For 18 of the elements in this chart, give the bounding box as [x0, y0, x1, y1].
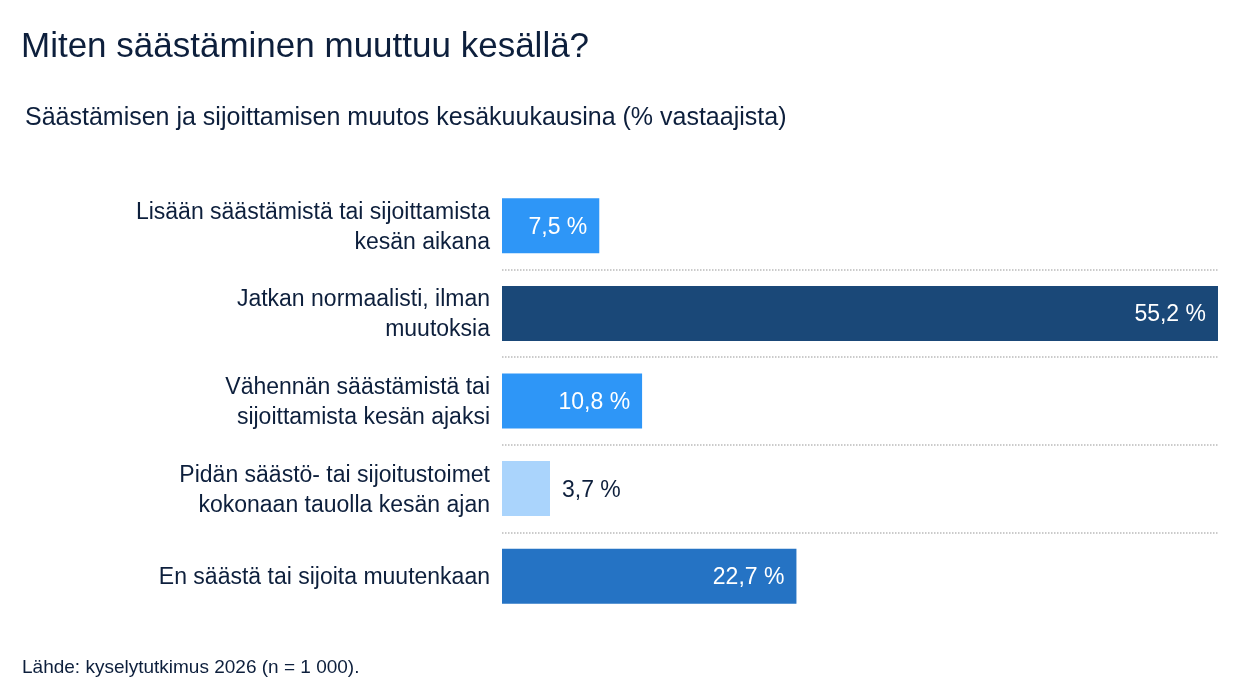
chart-subtitle: Säästämisen ja sijoittamisen muutos kesäkuukausina (% vastaajista)	[25, 101, 787, 130]
bar	[502, 198, 600, 254]
bar	[502, 373, 643, 429]
data-label: 55,2 %	[1134, 300, 1206, 327]
chart-title: Miten säästäminen muuttuu kesällä?	[21, 25, 590, 64]
y-tick-label: Lisään säästämistä tai sijoittamista kesän aikana	[135, 197, 491, 254]
data-label: 7,5 %	[528, 212, 588, 239]
text: Lähde: kyselytutkimus 2026 (n = 1 000).	[22, 656, 360, 677]
data-label: 22,7 %	[712, 563, 785, 590]
bar	[502, 548, 797, 604]
y-tick-label: Vähennän säästämistä tai sijoittamista kesän ajaksi	[225, 373, 490, 429]
data-label: 10,8 %	[558, 388, 631, 414]
data-label: 3,7 %	[561, 475, 621, 502]
y-tick-label: En säästä tai sijoita muutenkaan	[158, 563, 490, 590]
y-tick-label: Pidän säästö- tai sijoitustoimet kokonaan tauolla kesän ajan	[179, 460, 491, 517]
bar	[502, 461, 550, 517]
bar	[502, 285, 1218, 341]
y-tick-label: Jatkan normaalisti, ilman muutoksia	[236, 285, 491, 342]
